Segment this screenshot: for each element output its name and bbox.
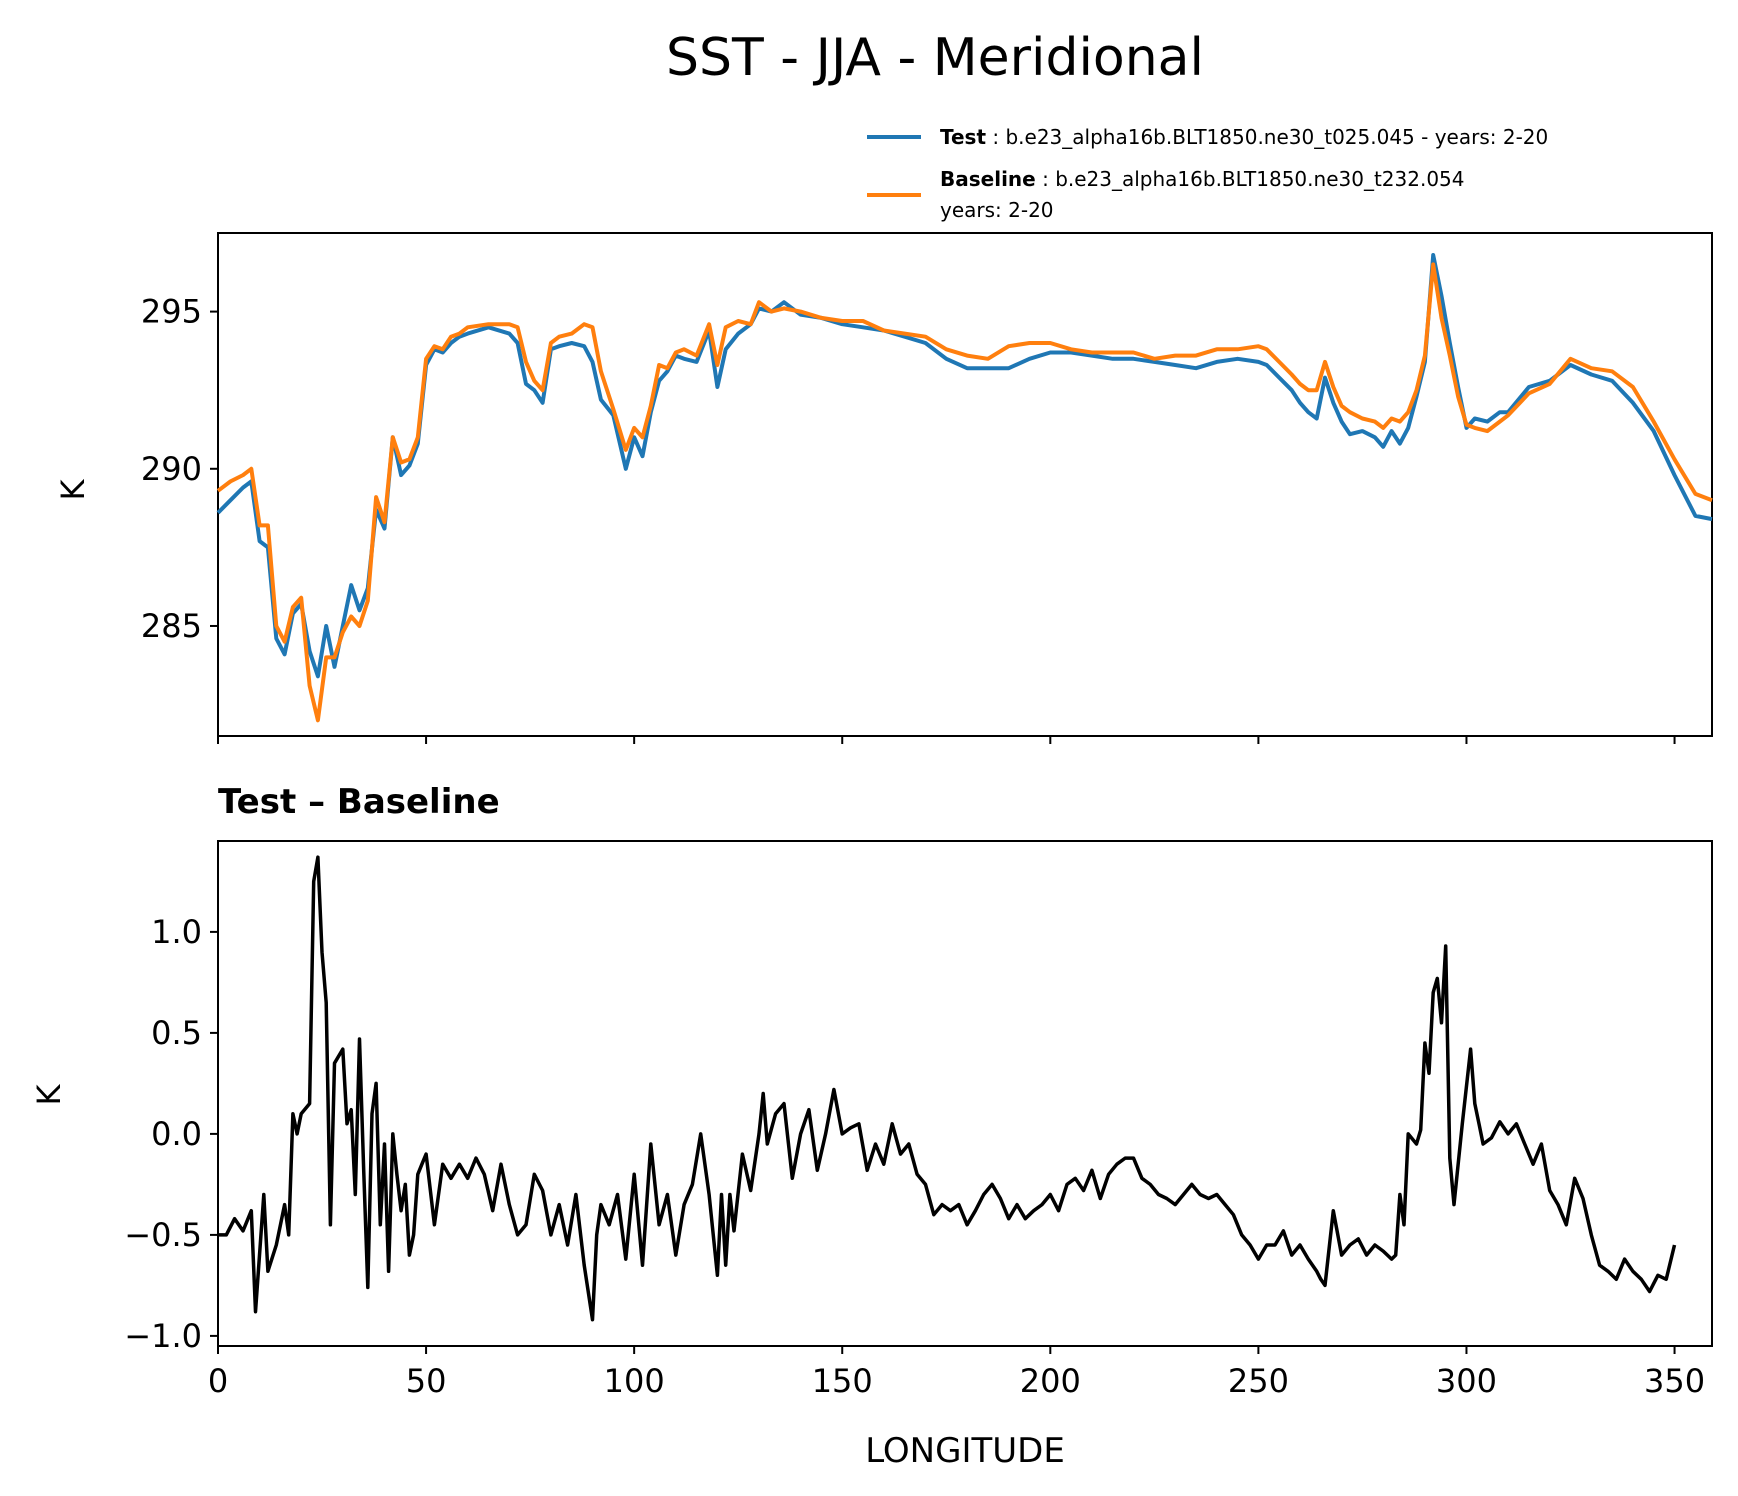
bottom-panel-title: Test – Baseline [218,782,500,822]
top-ytick-label: 285 [141,607,202,645]
top-lines [216,253,1713,723]
bottom-yticks: −1.0 −0.5 0.0 0.5 1.0 [124,913,218,1355]
legend-label-test-bold: Test [940,125,986,149]
bottom-xtick-label: 200 [1020,1362,1081,1400]
top-ytick-label: 295 [141,293,202,331]
bottom-xticks: 0 50 100 150 200 250 300 350 [208,1346,1705,1400]
top-panel: 285 290 295 K [54,232,1713,744]
top-panel-ylabel: K [54,478,92,500]
top-panel-frame [217,232,1713,737]
bottom-xtick-label: 350 [1644,1362,1705,1400]
legend: Test : b.e23_alpha16b.BLT1850.ne30_t025.… [867,125,1548,222]
bottom-xtick-label: 250 [1228,1362,1289,1400]
legend-label-baseline-line2: years: 2-20 [940,198,1054,222]
bottom-xtick-label: 300 [1436,1362,1497,1400]
series-line-difference [218,855,1677,1322]
bottom-xtick-label: 100 [604,1362,665,1400]
bottom-panel-xlabel: LONGITUDE [865,1431,1065,1471]
bottom-ytick-label: 0.5 [151,1014,202,1052]
bottom-ytick-label: −1.0 [124,1317,202,1355]
series-line-baseline [216,262,1713,723]
legend-label-test: Test : b.e23_alpha16b.BLT1850.ne30_t025.… [940,125,1548,149]
legend-label-test-text: : b.e23_alpha16b.BLT1850.ne30_t025.045 -… [986,125,1548,149]
bottom-panel-ylabel: K [30,1083,68,1105]
bottom-panel: Test – Baseline −1.0 −0.5 0.0 0.5 1.0 0 50 100… [30,782,1713,1471]
bottom-panel-frame [217,840,1713,1347]
bottom-ytick-label: 1.0 [151,913,202,951]
series-line-test [216,253,1713,679]
bottom-lines [218,855,1677,1322]
legend-label-baseline: Baseline : b.e23_alpha16b.BLT1850.ne30_t… [940,167,1465,191]
bottom-xtick-label: 150 [812,1362,873,1400]
legend-label-baseline-text: : b.e23_alpha16b.BLT1850.ne30_t232.054 [1036,167,1465,191]
top-ytick-label: 290 [141,450,202,488]
bottom-xtick-label: 50 [406,1362,447,1400]
legend-label-baseline-bold: Baseline [940,167,1036,191]
bottom-ytick-label: −0.5 [124,1216,202,1254]
figure-title: SST - JJA - Meridional [666,28,1204,88]
bottom-xtick-label: 0 [208,1362,228,1400]
bottom-ytick-label: 0.0 [151,1115,202,1153]
top-yticks: 285 290 295 [141,293,218,645]
top-xticks [217,736,1676,744]
